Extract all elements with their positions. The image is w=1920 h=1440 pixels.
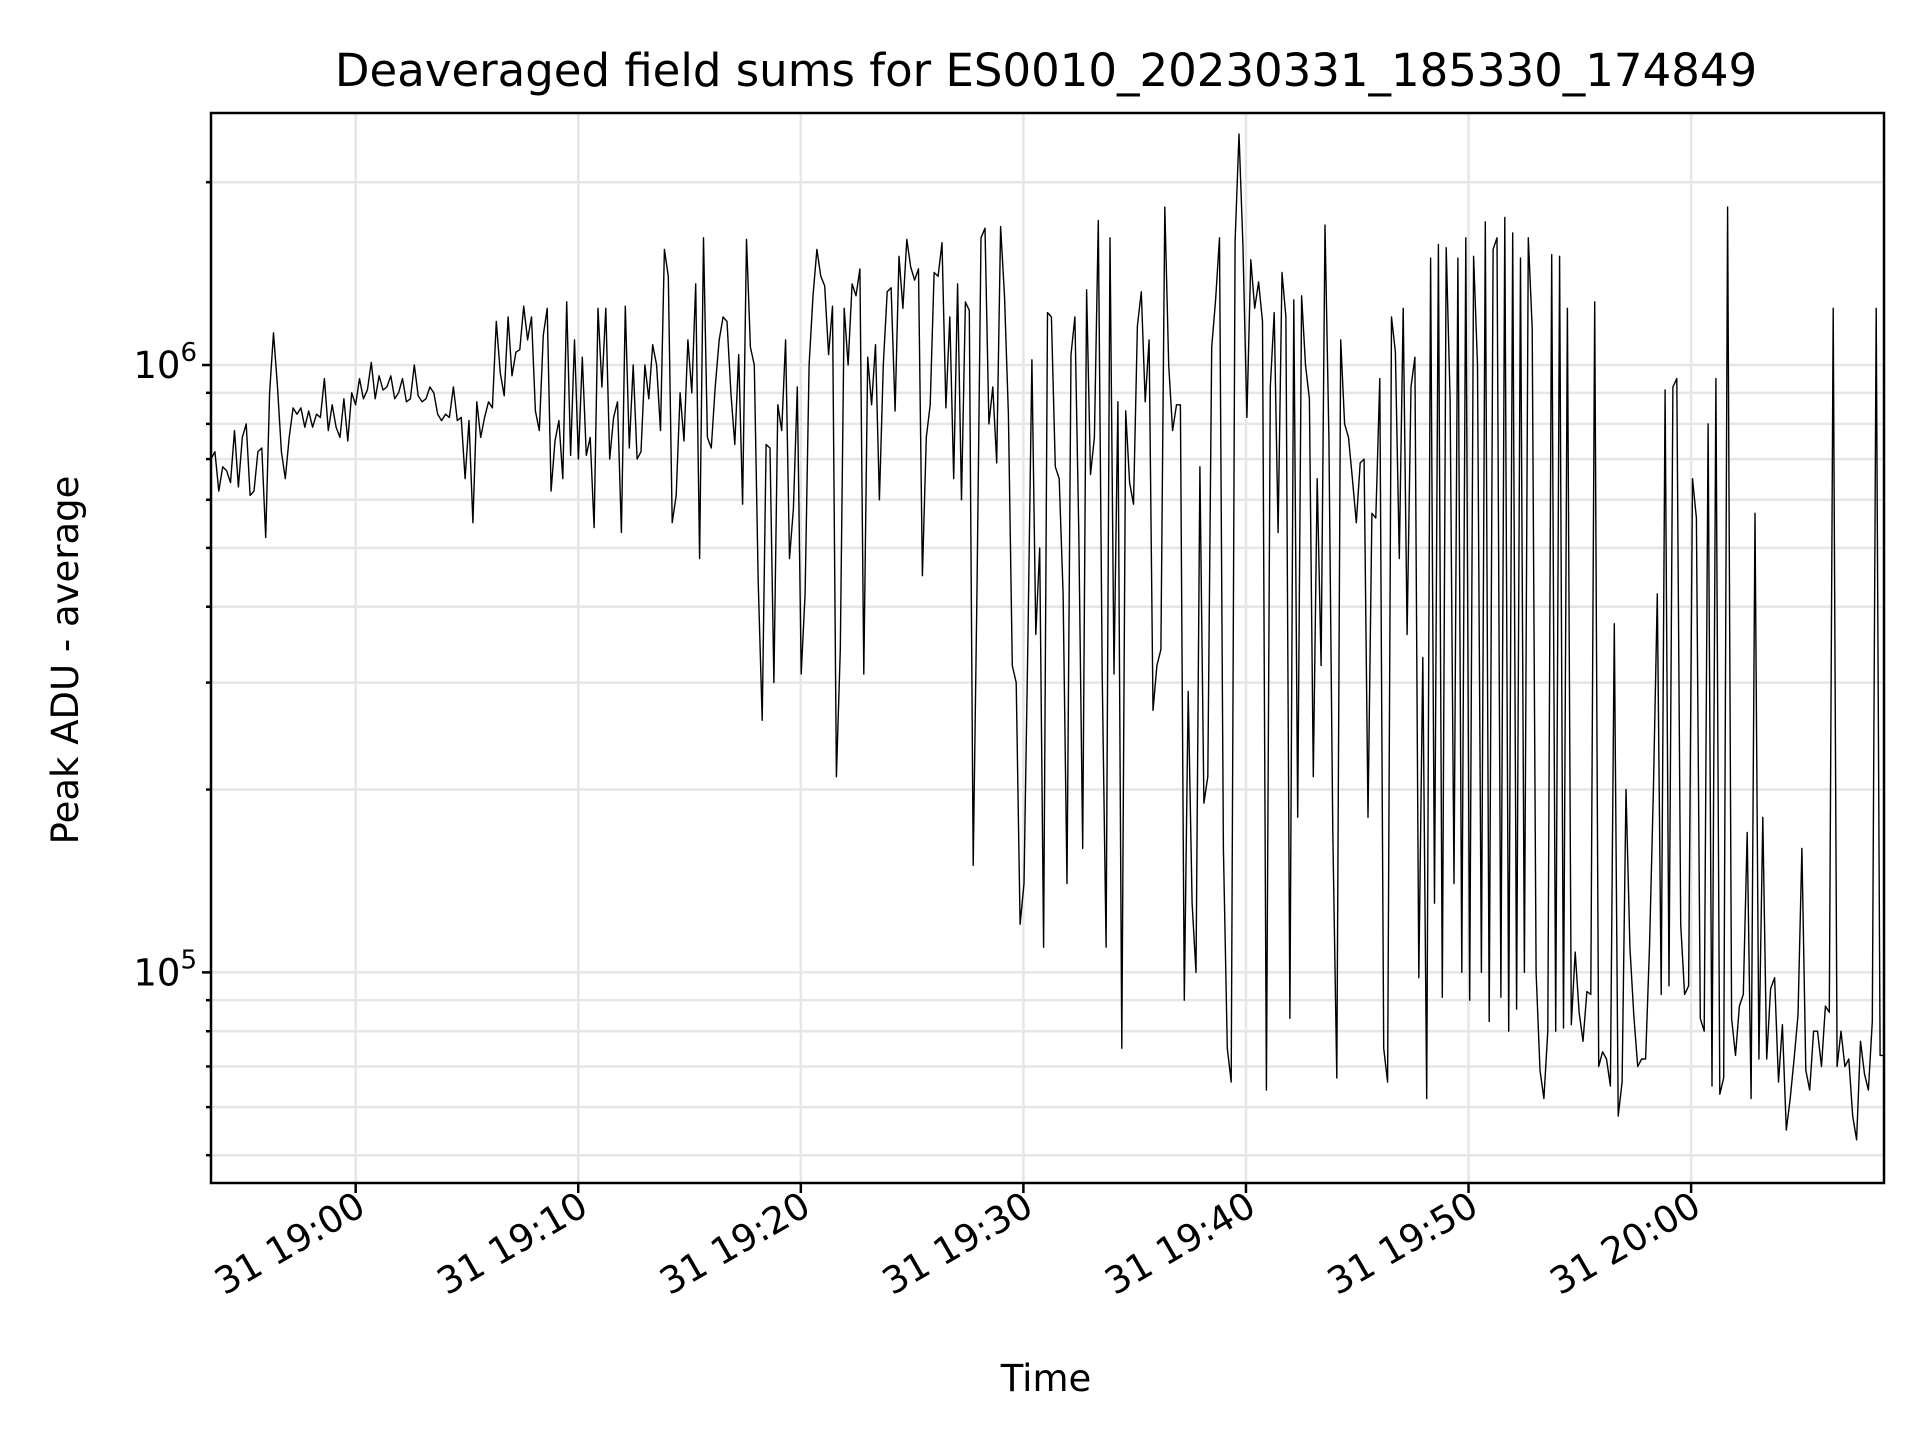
plot-frame [209, 111, 1886, 1185]
chart-title: Deaveraged field sums for ES0010_2023033… [335, 44, 1757, 97]
x-axis-label: Time [1000, 1357, 1092, 1400]
y-tick-label: 106 [133, 338, 197, 387]
series-group [210, 133, 1884, 1141]
series-line [210, 133, 1884, 1141]
y-axis: 105 106 [133, 180, 211, 1157]
y-axis-label: Peak ADU - average [44, 476, 87, 845]
y-tick-label: 105 [133, 945, 197, 994]
